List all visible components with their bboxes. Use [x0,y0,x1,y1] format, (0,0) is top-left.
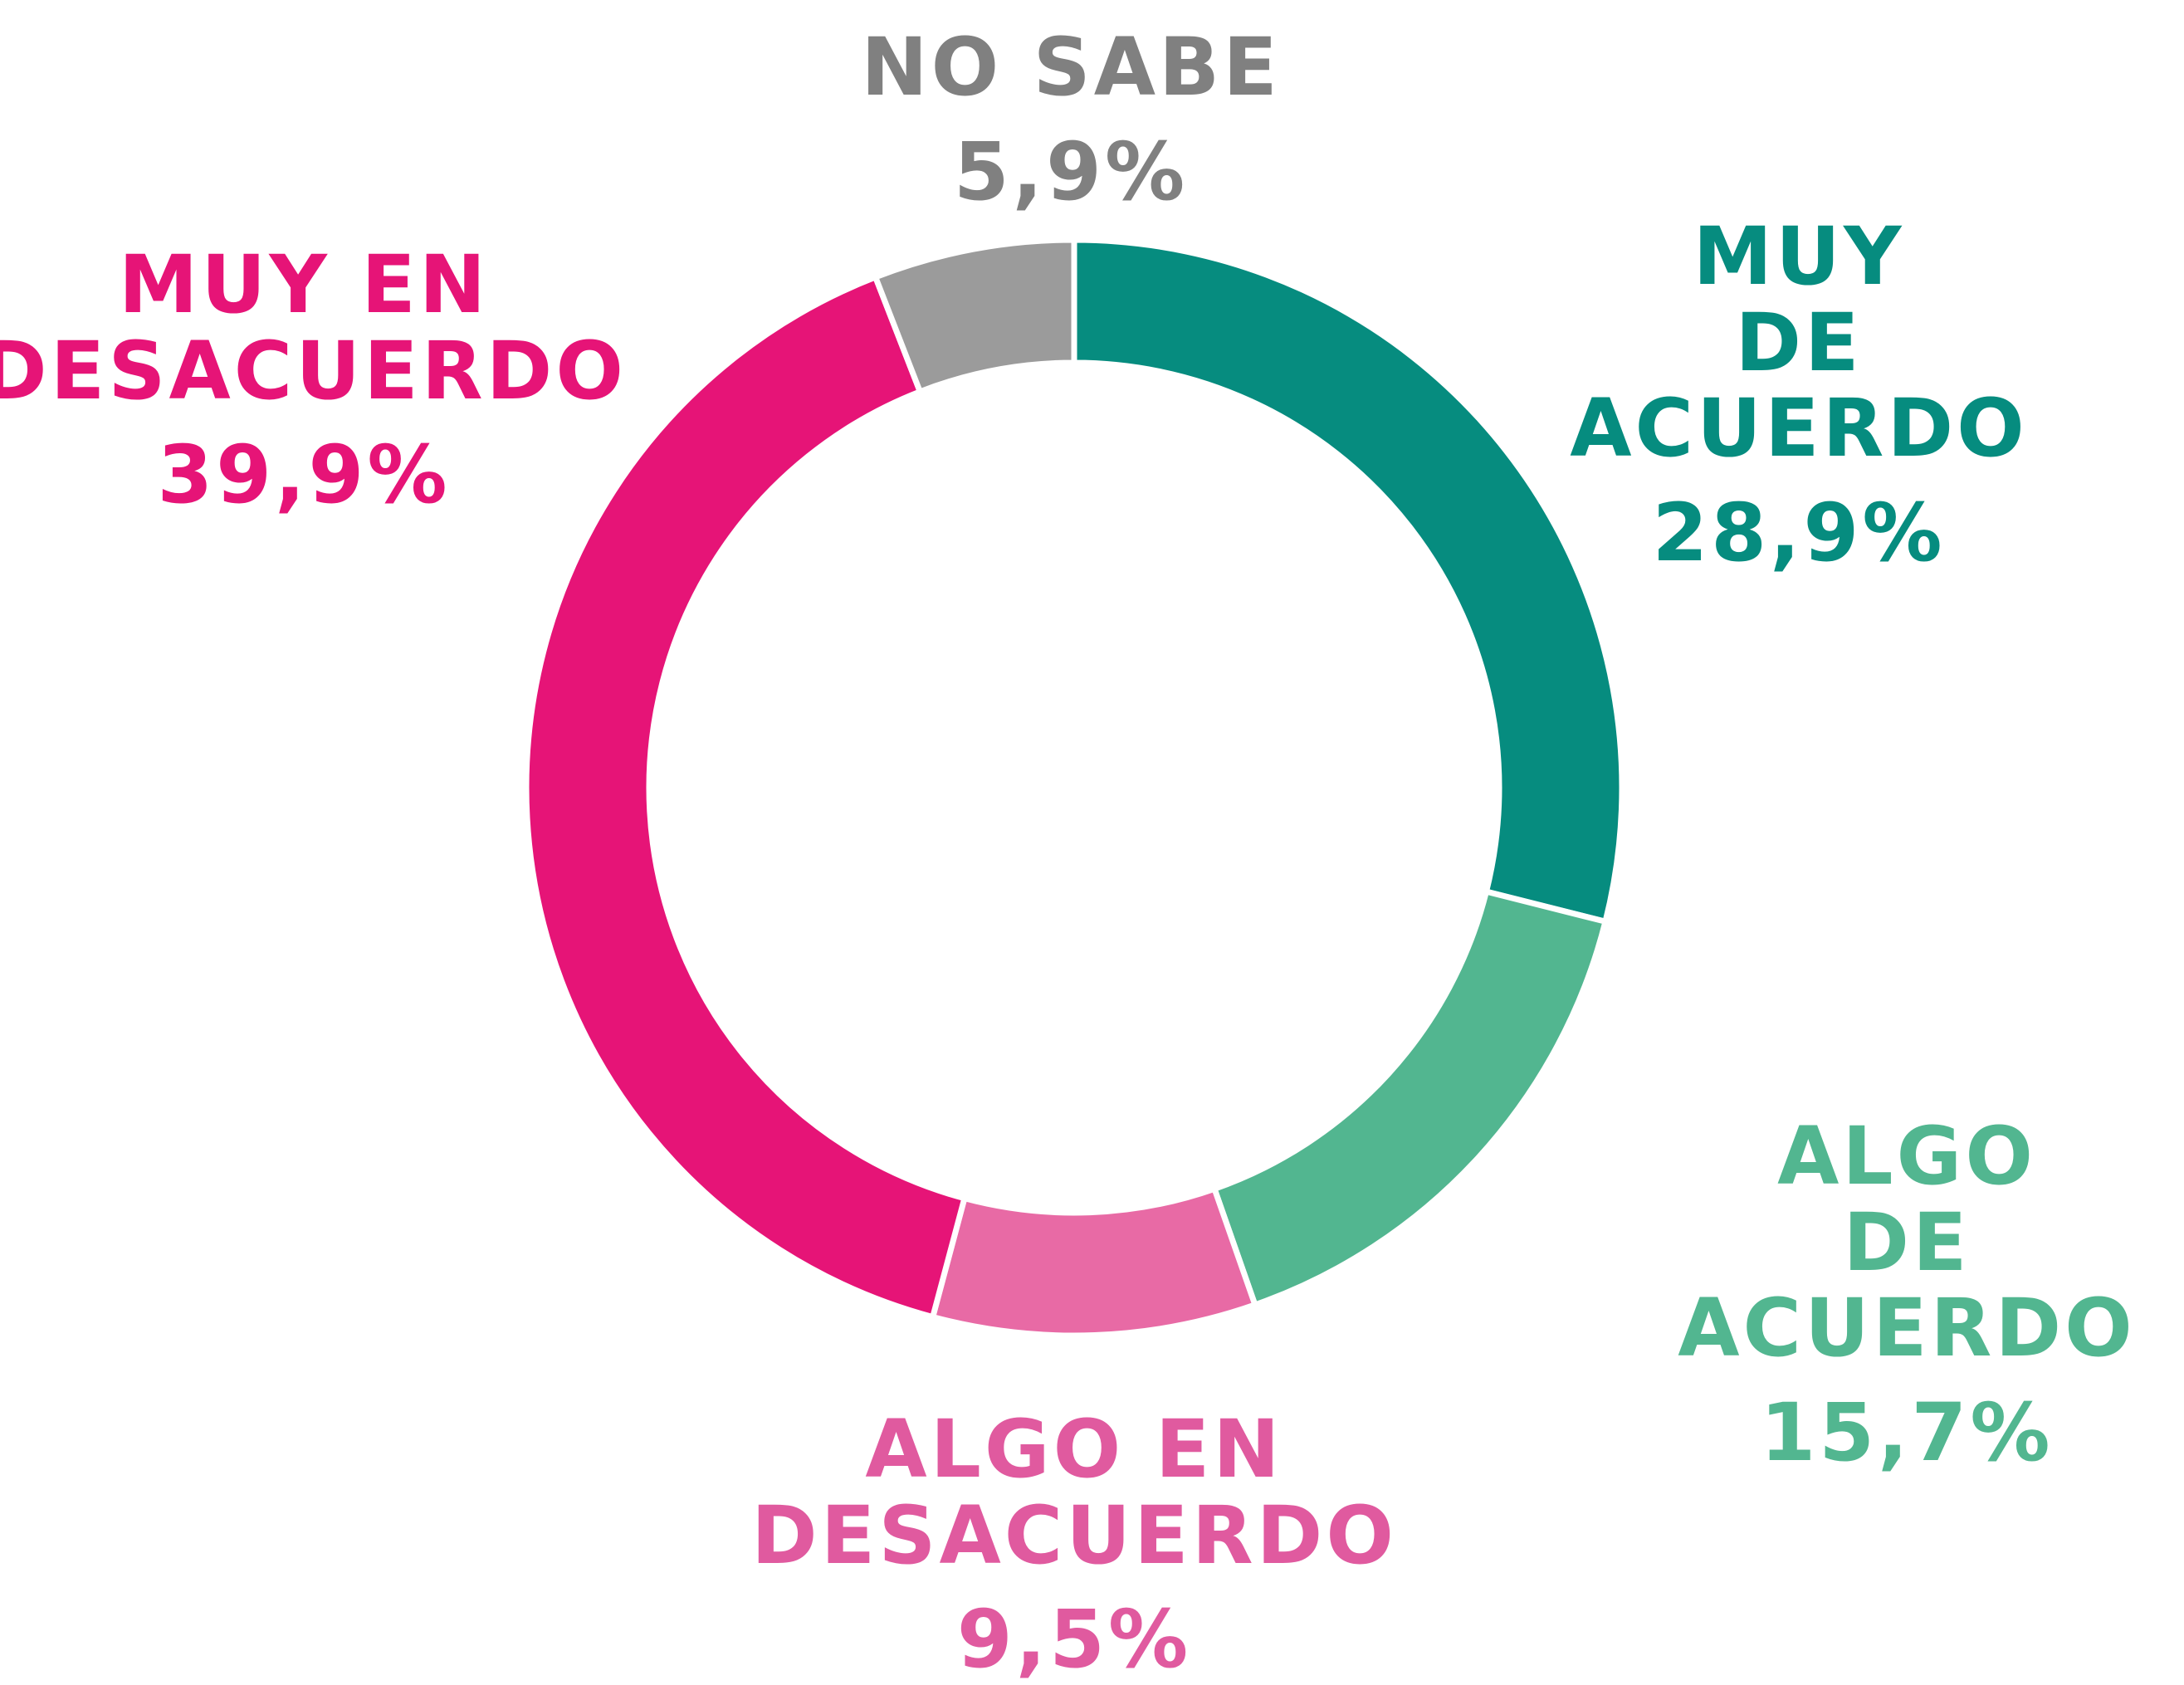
donut-slice [1071,237,1625,926]
slice-label: ALGO EN DESACUERDO 9,5% [751,1403,1397,1685]
category-name: MUY DE ACUERDO [1570,210,2028,476]
category-name: MUY EN DESACUERDO [0,238,627,418]
value-label: 15,7% [1760,1386,2054,1480]
value-label: 5,9% [953,125,1189,218]
value-label: 39,9% [157,428,451,522]
donut-slice [523,273,969,1321]
donut-slice [872,237,1077,396]
slice-label: ALGO DE ACUERDO 15,7% [1678,1110,2136,1480]
value-label: 9,5% [956,1593,1192,1685]
slice-label: NO SABE 5,9% [861,21,1281,218]
category-name: ALGO EN DESACUERDO [751,1403,1397,1582]
category-name: NO SABE [861,21,1281,114]
slice-label: MUY EN DESACUERDO 39,9% [0,242,627,519]
category-name: ALGO DE ACUERDO [1678,1110,2136,1375]
value-label: 28,9% [1652,486,1946,580]
slice-label: MUY DE ACUERDO 28,9% [1570,210,2028,580]
donut-slice [929,1184,1259,1339]
donut-slice [1210,887,1610,1309]
